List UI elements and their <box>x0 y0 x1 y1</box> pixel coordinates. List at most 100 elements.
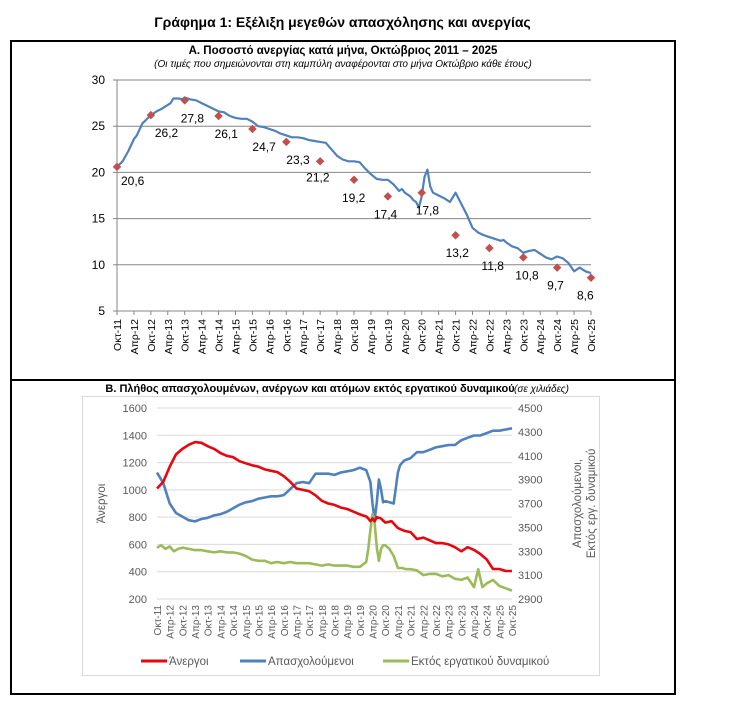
x-tick-label: Απρ-24 <box>470 605 481 639</box>
series-line-unemployment-rate <box>116 96 592 275</box>
data-label: 10,8 <box>515 268 539 282</box>
y-tick-label: 30 <box>92 73 106 87</box>
y-right-axis-title-line2: Εκτός εργ. δυναμικού <box>586 449 598 558</box>
x-tick-label: Απρ-21 <box>394 605 405 639</box>
data-marker <box>451 230 460 240</box>
y-right-tick-label: 3900 <box>518 475 542 487</box>
y-left-tick-label: 1600 <box>123 403 147 415</box>
data-marker <box>315 157 325 166</box>
x-tick-label: Οκτ-12 <box>146 319 158 352</box>
x-tick-label: Οκτ-25 <box>508 605 519 637</box>
y-tick-label: 20 <box>92 165 106 179</box>
x-tick-label: Απρ-20 <box>369 605 380 639</box>
data-label: 20,6 <box>121 174 145 188</box>
data-label: 13,2 <box>446 246 470 260</box>
x-tick-label: Οκτ-15 <box>254 605 265 637</box>
x-tick-label: Οκτ-19 <box>356 605 367 637</box>
x-tick-label: Οκτ-16 <box>280 605 291 637</box>
data-marker <box>112 162 122 172</box>
data-label: 9,7 <box>547 279 564 293</box>
main-title: Γράφημα 1: Εξέλιξη μεγεθών απασχόλησης κ… <box>154 14 531 30</box>
data-label: 21,2 <box>306 170 330 184</box>
x-tick-label: Απρ-17 <box>292 605 303 639</box>
data-marker <box>383 192 393 201</box>
x-tick-label: Απρ-12 <box>129 319 141 355</box>
x-tick-label: Απρ-13 <box>191 605 202 639</box>
data-marker <box>214 111 223 121</box>
chart-a-subtitle: (Οι τιμές που σημειώνονται στη καμπύλη α… <box>154 59 532 70</box>
y-left-tick-label: 1000 <box>123 485 147 497</box>
data-label: 27,8 <box>181 111 205 125</box>
data-label: 11,8 <box>481 259 504 273</box>
y-tick-label: 25 <box>92 119 106 133</box>
x-tick-label: Απρ-18 <box>332 319 344 355</box>
chart-b-panel <box>82 396 600 676</box>
x-tick-label: Οκτ-18 <box>331 605 342 637</box>
series-line-inactive <box>156 512 513 592</box>
y-left-tick-label: 800 <box>129 512 147 524</box>
data-label: 26,1 <box>215 127 239 141</box>
y-right-axis-title-line1: Απασχολούμενοι, <box>572 459 584 548</box>
y-left-axis-title: Άνεργοι <box>96 483 108 523</box>
x-tick-label: Οκτ-12 <box>178 605 189 637</box>
data-label: 17,8 <box>416 204 440 218</box>
y-right-tick-label: 4300 <box>518 427 542 439</box>
legend-item-employed-label: Απασχολούμενοι <box>268 656 354 668</box>
x-tick-label: Οκτ-14 <box>214 319 226 352</box>
x-tick-label: Απρ-23 <box>445 605 456 639</box>
data-label: 8,6 <box>577 289 594 303</box>
data-marker <box>146 110 156 120</box>
x-tick-label: Απρ-14 <box>216 605 227 639</box>
y-right-tick-label: 4100 <box>518 451 542 463</box>
x-tick-label: Απρ-17 <box>298 319 310 355</box>
x-tick-label: Απρ-16 <box>267 605 278 639</box>
x-tick-label: Απρ-21 <box>434 319 446 355</box>
x-tick-label: Απρ-13 <box>163 319 175 355</box>
figure-frame <box>10 40 676 695</box>
legend-item-unemployed-label: Άνεργοι <box>169 656 209 668</box>
y-tick-label: 10 <box>92 258 106 272</box>
x-tick-label: Απρ-15 <box>231 319 243 355</box>
data-marker <box>180 96 189 105</box>
x-tick-label: Οκτ-22 <box>484 319 496 352</box>
x-tick-label: Οκτ-20 <box>381 605 392 637</box>
series-line-employed <box>155 427 513 523</box>
y-tick-label: 15 <box>92 212 106 226</box>
legend-item-inactive-label: Εκτός εργατικού δυναμικού <box>411 656 549 668</box>
y-left-tick-label: 600 <box>129 539 147 551</box>
y-left-tick-label: 1400 <box>123 430 147 442</box>
chart-a-title: Α. Ποσοστό ανεργίας κατά μήνα, Οκτώβριος… <box>188 45 498 57</box>
y-right-tick-label: 3300 <box>518 546 542 558</box>
data-marker <box>248 124 257 134</box>
x-tick-label: Οκτ-25 <box>586 319 598 352</box>
chart-b-title-note: (σε χιλιάδες) <box>514 384 569 395</box>
chart-b-title: Β. Πλήθος απασχολουμένων, ανέργων και ατ… <box>105 383 515 395</box>
data-marker <box>417 188 426 197</box>
y-left-tick-label: 1200 <box>123 458 147 470</box>
x-tick-label: Απρ-25 <box>495 605 506 639</box>
data-marker <box>282 137 291 147</box>
data-marker <box>485 243 494 253</box>
x-tick-label: Απρ-22 <box>468 319 480 355</box>
data-label: 19,2 <box>342 191 366 205</box>
x-tick-label: Οκτ-17 <box>315 319 327 352</box>
y-left-tick-label: 400 <box>129 567 147 579</box>
x-tick-label: Οκτ-19 <box>383 319 395 352</box>
x-tick-label: Οκτ-22 <box>432 605 443 637</box>
y-right-tick-label: 2900 <box>518 594 542 606</box>
y-right-tick-label: 3700 <box>518 499 542 511</box>
x-tick-label: Απρ-14 <box>197 319 209 355</box>
data-marker <box>349 175 359 185</box>
x-tick-label: Απρ-12 <box>166 605 177 639</box>
x-tick-label: Οκτ-11 <box>112 319 124 351</box>
series-line-unemployed <box>156 440 512 573</box>
x-tick-label: Οκτ-24 <box>552 319 564 352</box>
x-tick-label: Απρ-23 <box>501 319 513 355</box>
chart-a-unemployment-rate: 5 10 15 20 25 30 Οκτ-11 Απρ-12 Οκτ-12 Απρ-13 Οκτ-1… <box>92 73 598 355</box>
x-tick-label: Απρ-20 <box>400 319 412 355</box>
x-tick-label: Απρ-24 <box>535 319 547 355</box>
data-marker <box>552 263 562 272</box>
x-tick-label: Οκτ-13 <box>204 605 215 637</box>
y-left-tick-label: 200 <box>129 594 147 606</box>
